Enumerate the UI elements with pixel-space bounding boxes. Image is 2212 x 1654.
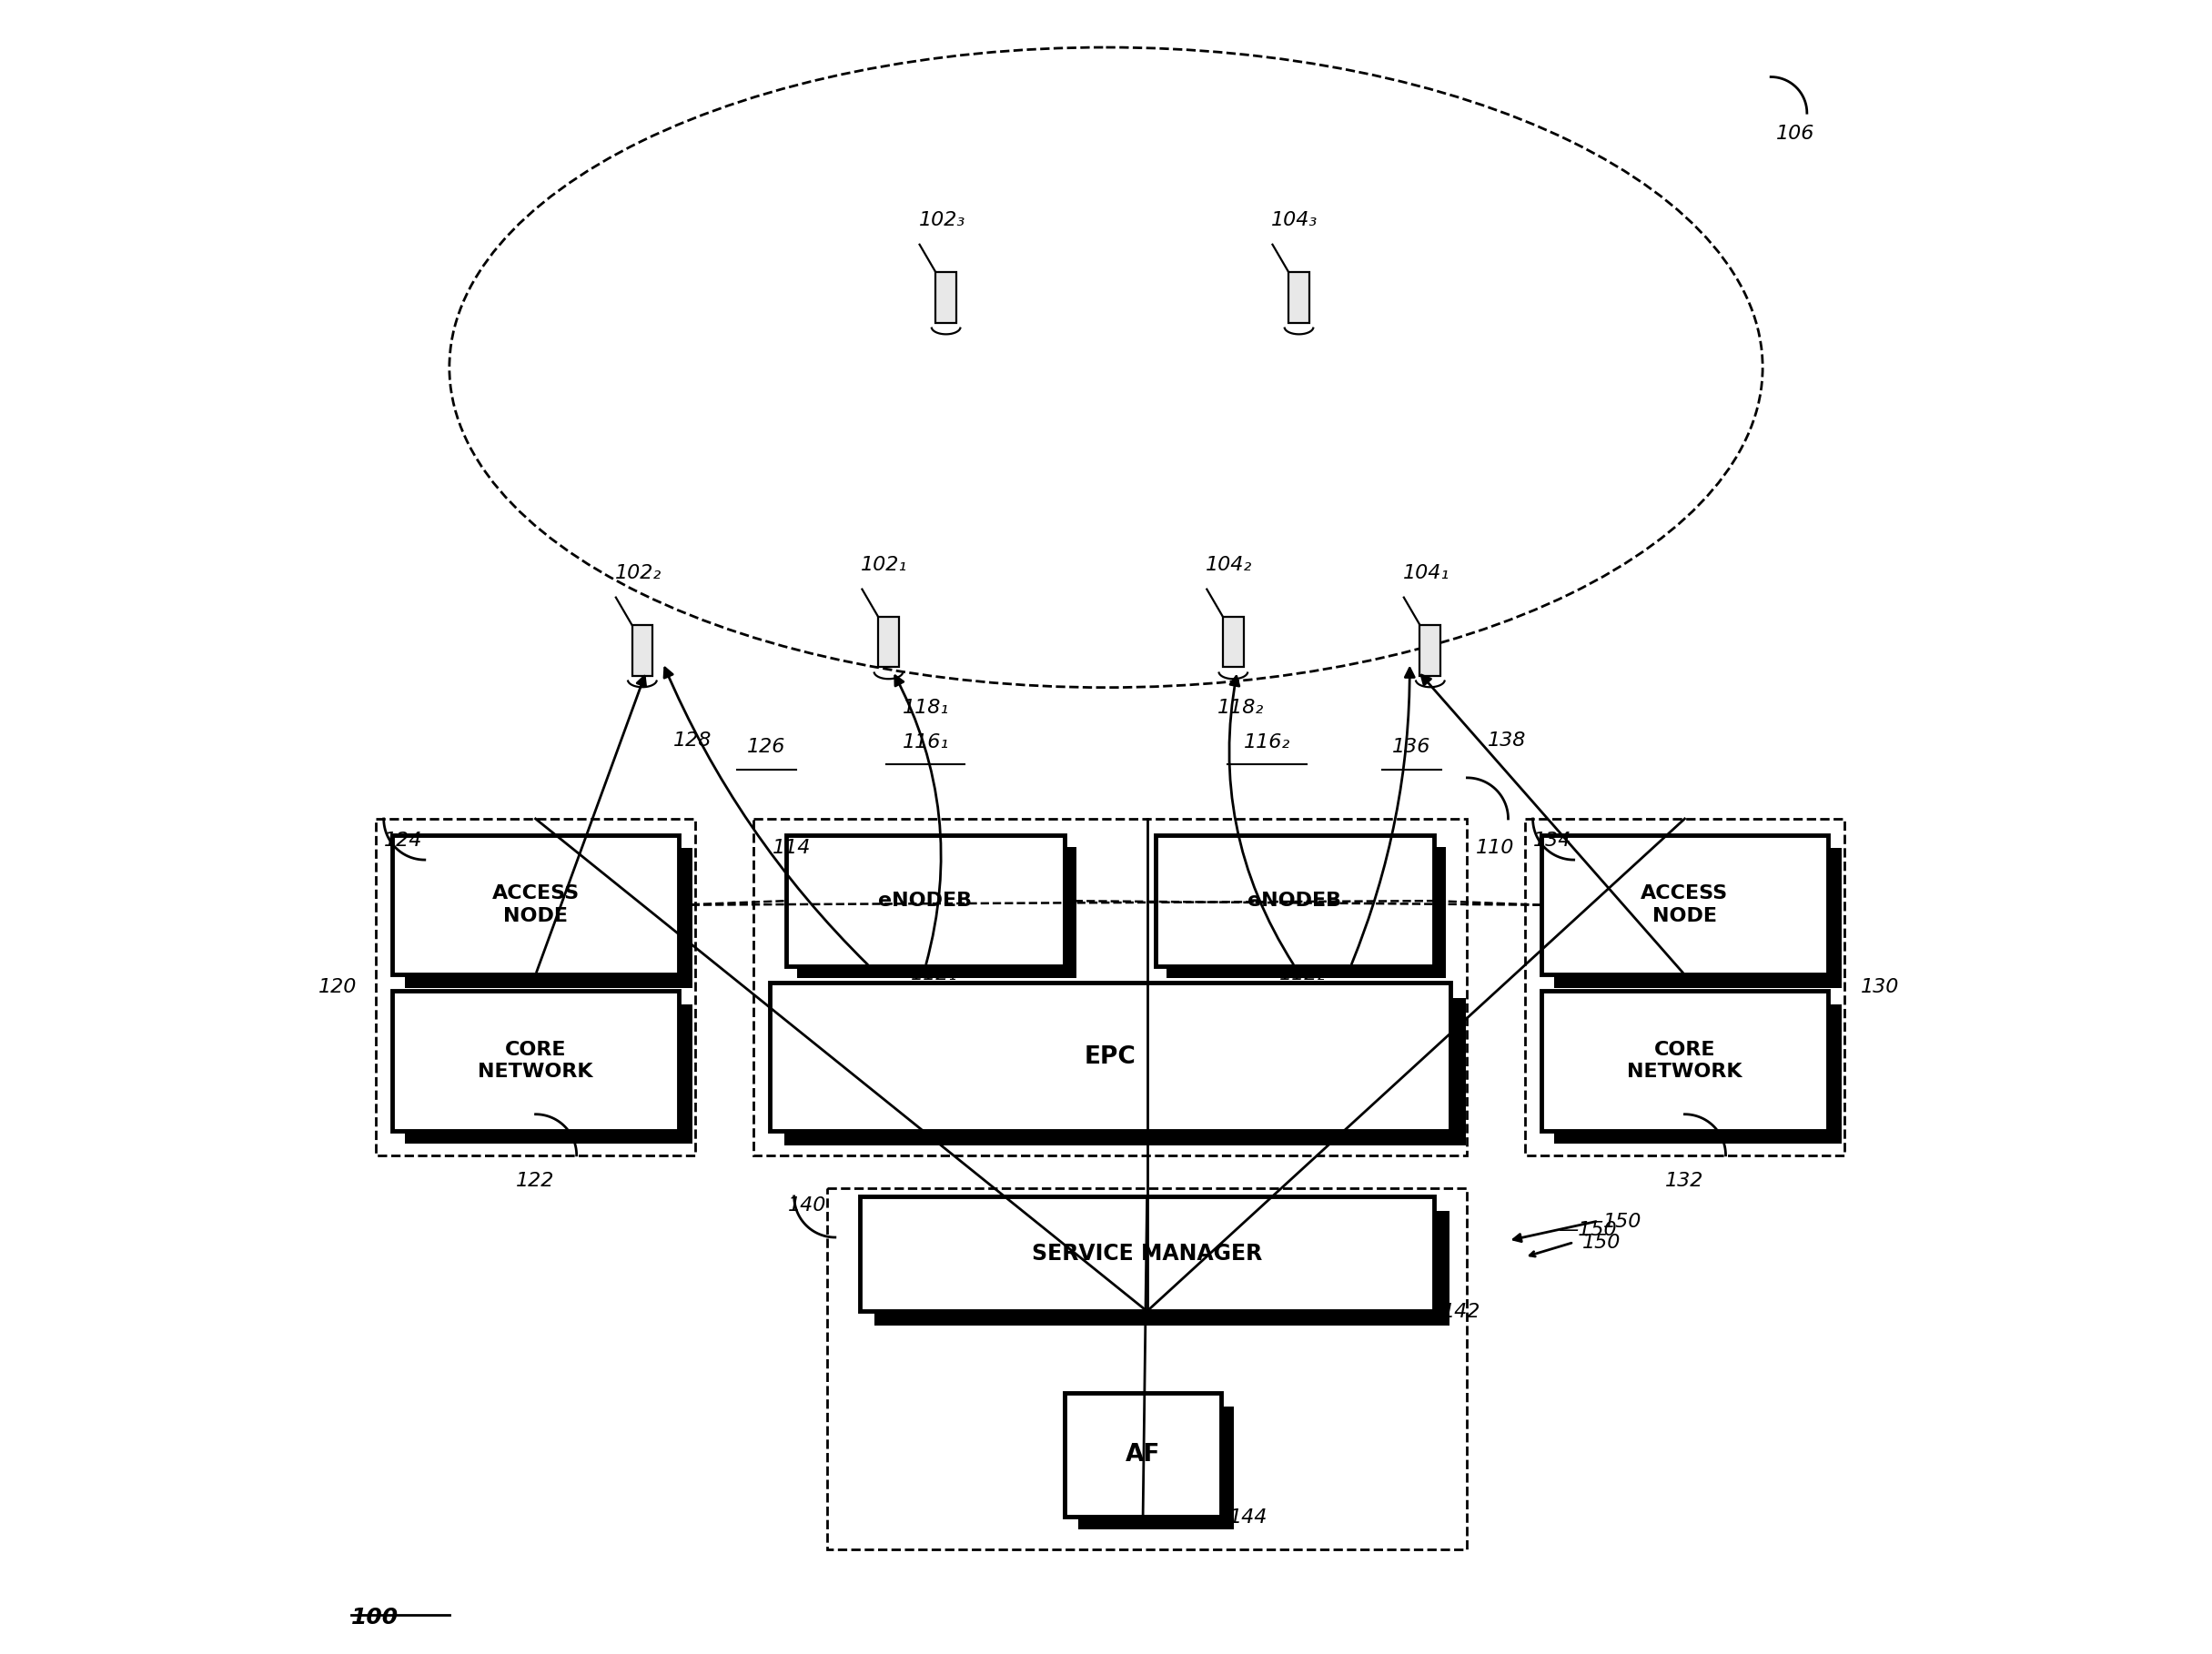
Text: 112₁: 112₁ — [911, 964, 958, 982]
Bar — [1290, 273, 1310, 323]
Bar — [1542, 835, 1829, 974]
Bar — [392, 991, 679, 1131]
Bar — [1223, 617, 1243, 667]
Text: 122: 122 — [515, 1171, 555, 1189]
Text: CORE
NETWORK: CORE NETWORK — [1628, 1040, 1743, 1082]
Bar — [827, 1188, 1467, 1550]
Bar — [860, 1196, 1433, 1312]
Text: eNODEB: eNODEB — [1248, 892, 1343, 910]
Text: 140: 140 — [787, 1196, 825, 1214]
Text: 118₂: 118₂ — [1217, 700, 1263, 718]
Text: 116₂: 116₂ — [1243, 733, 1290, 751]
Bar — [936, 273, 956, 323]
Bar — [1555, 1004, 1840, 1145]
Bar — [796, 847, 1077, 978]
Text: 126: 126 — [748, 738, 785, 756]
Text: 150: 150 — [1582, 1234, 1621, 1252]
Bar — [752, 819, 1467, 1154]
Text: 104₃: 104₃ — [1272, 212, 1318, 230]
Text: 138: 138 — [1486, 731, 1526, 749]
Text: 132: 132 — [1666, 1171, 1703, 1189]
Text: AF: AF — [1126, 1442, 1161, 1467]
Bar — [1555, 849, 1840, 987]
Bar — [785, 835, 1064, 966]
Text: 144: 144 — [1230, 1508, 1267, 1527]
Bar — [1077, 1406, 1234, 1530]
Bar — [405, 849, 692, 987]
Text: eNODEB: eNODEB — [878, 892, 973, 910]
Text: 120: 120 — [319, 978, 356, 996]
Text: 116₁: 116₁ — [902, 733, 949, 751]
Text: ACCESS
NODE: ACCESS NODE — [1641, 885, 1728, 925]
Bar — [878, 617, 898, 667]
Bar — [633, 625, 653, 675]
Text: 112₂: 112₂ — [1281, 964, 1327, 982]
Text: EPC: EPC — [1084, 1045, 1137, 1068]
Text: 100: 100 — [352, 1606, 398, 1629]
Text: 102₃: 102₃ — [918, 212, 964, 230]
Text: 128: 128 — [672, 731, 712, 749]
Bar — [1524, 819, 1845, 1154]
Bar — [376, 819, 695, 1154]
Text: 134: 134 — [1533, 832, 1571, 850]
Text: —150: —150 — [1557, 1221, 1617, 1239]
Bar — [1155, 835, 1433, 966]
Bar — [785, 997, 1467, 1146]
Text: ACCESS
NODE: ACCESS NODE — [491, 885, 580, 925]
Text: 136: 136 — [1391, 738, 1431, 756]
Bar — [770, 982, 1451, 1131]
Text: 106: 106 — [1776, 124, 1814, 142]
Text: 118₁: 118₁ — [902, 700, 949, 718]
Text: 150: 150 — [1604, 1212, 1641, 1231]
Text: 124: 124 — [383, 832, 422, 850]
Text: 104₁: 104₁ — [1402, 564, 1449, 582]
Bar — [1166, 847, 1447, 978]
Bar — [1542, 991, 1829, 1131]
Bar — [874, 1211, 1449, 1327]
Bar — [1420, 625, 1440, 675]
Bar — [405, 1004, 692, 1145]
Text: 104₂: 104₂ — [1206, 556, 1252, 574]
Text: SERVICE MANAGER: SERVICE MANAGER — [1031, 1242, 1263, 1265]
Text: 142: 142 — [1442, 1303, 1482, 1322]
Text: CORE
NETWORK: CORE NETWORK — [478, 1040, 593, 1082]
Bar — [1064, 1393, 1221, 1517]
Text: 102₂: 102₂ — [615, 564, 661, 582]
Bar — [392, 835, 679, 974]
Text: 114: 114 — [772, 839, 812, 857]
Text: 130: 130 — [1860, 978, 1900, 996]
Text: 102₁: 102₁ — [860, 556, 907, 574]
Text: 110: 110 — [1475, 839, 1513, 857]
